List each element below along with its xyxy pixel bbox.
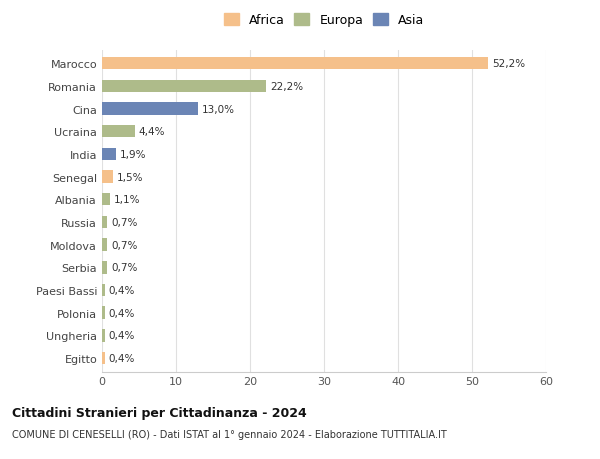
Bar bbox=[102, 80, 266, 93]
Text: 22,2%: 22,2% bbox=[270, 82, 303, 92]
Legend: Africa, Europa, Asia: Africa, Europa, Asia bbox=[221, 12, 427, 30]
Bar bbox=[102, 239, 107, 251]
Text: 1,5%: 1,5% bbox=[117, 172, 143, 182]
Text: 13,0%: 13,0% bbox=[202, 104, 235, 114]
Bar bbox=[102, 216, 107, 229]
Text: 0,7%: 0,7% bbox=[111, 263, 137, 273]
Text: 0,7%: 0,7% bbox=[111, 240, 137, 250]
Text: 1,9%: 1,9% bbox=[120, 150, 146, 160]
Bar bbox=[102, 307, 105, 319]
Bar bbox=[102, 126, 134, 138]
Bar bbox=[102, 262, 107, 274]
Text: 1,1%: 1,1% bbox=[114, 195, 140, 205]
Text: 0,7%: 0,7% bbox=[111, 218, 137, 228]
Text: 0,4%: 0,4% bbox=[109, 353, 135, 363]
Bar bbox=[102, 194, 110, 206]
Text: 0,4%: 0,4% bbox=[109, 285, 135, 295]
Text: 4,4%: 4,4% bbox=[138, 127, 165, 137]
Text: Cittadini Stranieri per Cittadinanza - 2024: Cittadini Stranieri per Cittadinanza - 2… bbox=[12, 406, 307, 419]
Bar bbox=[102, 330, 105, 342]
Bar bbox=[102, 171, 113, 184]
Bar bbox=[102, 58, 488, 70]
Text: 52,2%: 52,2% bbox=[492, 59, 525, 69]
Text: 0,4%: 0,4% bbox=[109, 330, 135, 341]
Bar bbox=[102, 284, 105, 297]
Bar bbox=[102, 148, 116, 161]
Text: COMUNE DI CENESELLI (RO) - Dati ISTAT al 1° gennaio 2024 - Elaborazione TUTTITAL: COMUNE DI CENESELLI (RO) - Dati ISTAT al… bbox=[12, 429, 447, 439]
Bar bbox=[102, 352, 105, 364]
Bar bbox=[102, 103, 198, 116]
Text: 0,4%: 0,4% bbox=[109, 308, 135, 318]
